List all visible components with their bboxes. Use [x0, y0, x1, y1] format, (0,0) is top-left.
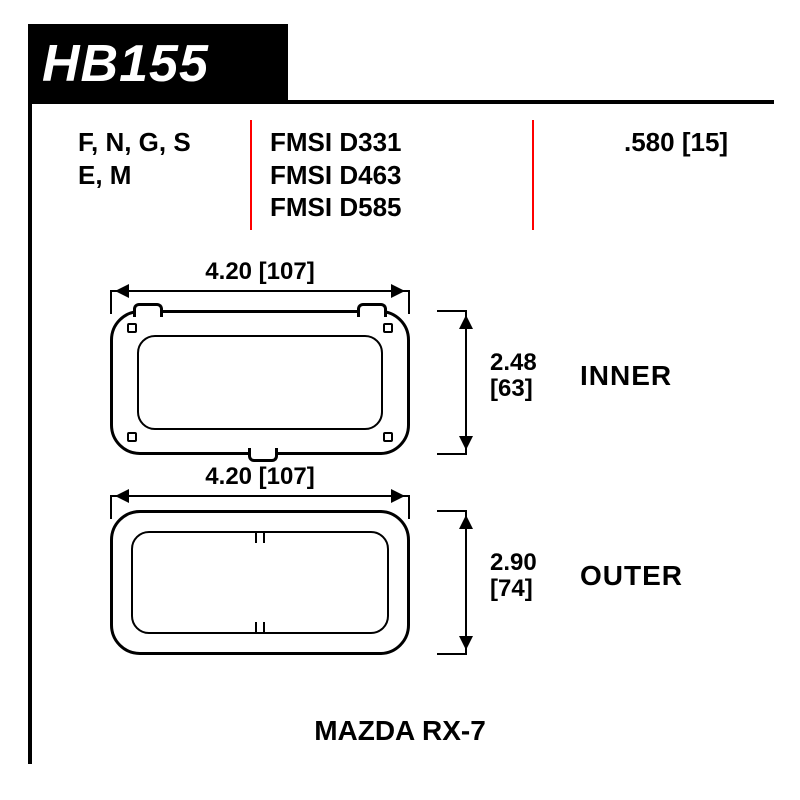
inner-width-label: 4.20 [107]: [160, 258, 360, 286]
part-number: HB155: [42, 35, 209, 93]
compounds-line-2: E, M: [78, 159, 232, 192]
brake-pad-diagram: 4.20 [107] 2.48 [63] INNER 4.20 [107]: [70, 250, 750, 720]
outer-width-arrow: [110, 495, 410, 497]
left-border: [28, 24, 32, 764]
spec-row: F, N, G, S E, M FMSI D331 FMSI D463 FMSI…: [60, 120, 760, 230]
fmsi-2: FMSI D463: [270, 159, 514, 192]
thickness-col: .580 [15]: [534, 120, 760, 230]
outer-label: OUTER: [580, 560, 683, 592]
thickness: .580 [15]: [624, 126, 742, 159]
fmsi-1: FMSI D331: [270, 126, 514, 159]
vehicle-caption: MAZDA RX-7: [0, 715, 800, 747]
outer-pad-shape: [110, 510, 410, 655]
inner-height-arrow: [465, 310, 467, 455]
outer-height-label: 2.90 [74]: [490, 550, 537, 603]
inner-pad-shape: [110, 310, 410, 455]
fmsi-3: FMSI D585: [270, 191, 514, 224]
fmsi-codes: FMSI D331 FMSI D463 FMSI D585: [252, 120, 532, 230]
outer-height-arrow: [465, 510, 467, 655]
inner-height-in: 2.48: [490, 349, 537, 376]
inner-label: INNER: [580, 360, 672, 392]
outer-height-mm: [74]: [490, 575, 533, 602]
outer-height-in: 2.90: [490, 549, 537, 576]
outer-width-label: 4.20 [107]: [160, 463, 360, 491]
inner-height-label: 2.48 [63]: [490, 350, 537, 403]
compound-codes: F, N, G, S E, M: [60, 120, 250, 230]
inner-height-mm: [63]: [490, 375, 533, 402]
part-number-box: HB155: [28, 24, 288, 104]
compounds-line-1: F, N, G, S: [78, 126, 232, 159]
inner-width-arrow: [110, 290, 410, 292]
